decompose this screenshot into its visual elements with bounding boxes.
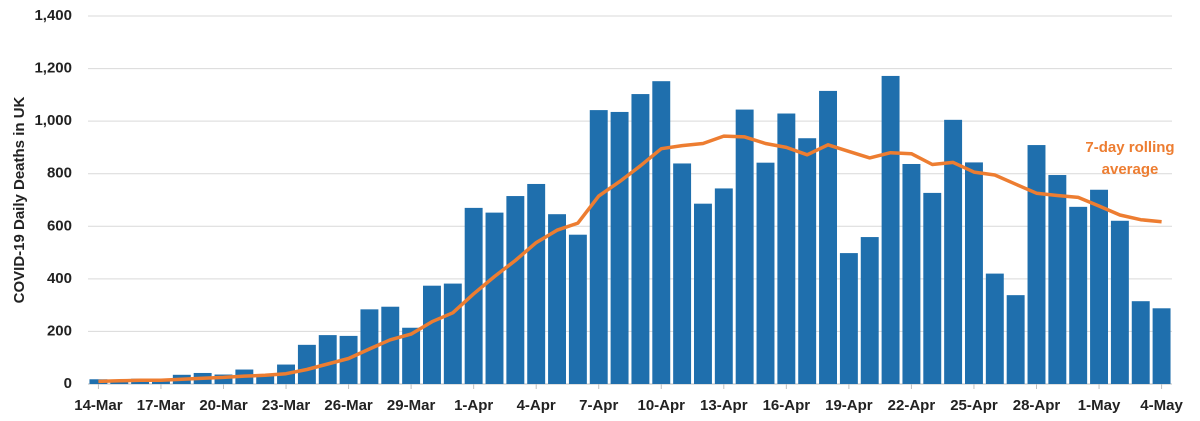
bar — [318, 335, 337, 384]
bar — [964, 162, 983, 384]
bar — [985, 273, 1004, 384]
bar — [860, 237, 879, 384]
bar — [1090, 189, 1109, 384]
bar — [673, 163, 692, 384]
bar — [360, 309, 379, 384]
bar — [693, 203, 712, 384]
x-tick-label: 26-Mar — [324, 397, 373, 414]
x-tick-label: 19-Apr — [825, 397, 873, 414]
bar — [402, 327, 421, 384]
bar — [422, 285, 441, 384]
bar — [1048, 175, 1067, 384]
y-tick-label: 1,400 — [34, 7, 72, 24]
bar — [944, 119, 963, 384]
y-tick-label: 200 — [47, 322, 72, 339]
x-tick-label: 7-Apr — [579, 397, 618, 414]
x-tick-label: 1-May — [1078, 397, 1121, 414]
bar — [1006, 295, 1025, 384]
x-tick-label: 10-Apr — [638, 397, 686, 414]
x-tick-label: 13-Apr — [700, 397, 748, 414]
bar — [819, 90, 838, 385]
bar — [735, 109, 754, 384]
y-tick-label: 1,200 — [34, 60, 72, 77]
bar — [839, 253, 858, 384]
annotation: 7-day rolling — [1085, 139, 1174, 156]
bar — [798, 138, 817, 384]
bar — [589, 110, 608, 385]
x-tick-label: 16-Apr — [763, 397, 811, 414]
bar — [881, 75, 900, 384]
bar — [297, 344, 316, 384]
bar — [443, 283, 462, 384]
x-tick-label: 28-Apr — [1013, 397, 1061, 414]
bar — [1027, 145, 1046, 384]
bar — [1069, 206, 1088, 384]
bar — [485, 212, 504, 384]
y-axis-label: COVID-19 Daily Deaths in UK — [11, 96, 28, 303]
y-tick-label: 0 — [64, 375, 72, 392]
x-tick-label: 20-Mar — [199, 397, 248, 414]
y-tick-label: 800 — [47, 165, 72, 182]
bar — [1152, 308, 1171, 384]
annotation: average — [1102, 161, 1159, 178]
bar — [1110, 220, 1129, 384]
x-tick-label: 25-Apr — [950, 397, 998, 414]
x-tick-label: 4-May — [1140, 397, 1183, 414]
rolling-average-line — [98, 134, 1162, 384]
x-tick-label: 14-Mar — [74, 397, 123, 414]
bar — [527, 183, 546, 384]
bar — [548, 214, 567, 384]
bar — [381, 306, 400, 384]
x-tick-label: 29-Mar — [387, 397, 436, 414]
x-tick-label: 23-Mar — [262, 397, 311, 414]
bar — [902, 163, 921, 384]
bar — [923, 192, 942, 384]
bar — [610, 111, 629, 384]
x-tick-label: 4-Apr — [517, 397, 556, 414]
bar — [714, 188, 733, 384]
x-tick-label: 22-Apr — [888, 397, 936, 414]
bar — [151, 380, 170, 384]
y-tick-label: 400 — [47, 270, 72, 287]
y-tick-label: 600 — [47, 217, 72, 234]
bar — [756, 162, 775, 384]
bar — [777, 113, 796, 385]
bar — [256, 374, 275, 384]
x-tick-label: 17-Mar — [137, 397, 186, 414]
bar — [1131, 301, 1150, 384]
x-tick-label: 1-Apr — [454, 397, 493, 414]
bar — [631, 94, 650, 384]
bar — [652, 81, 671, 384]
bar — [506, 196, 525, 384]
bar — [568, 234, 587, 384]
bar — [214, 374, 233, 384]
y-tick-label: 1,000 — [34, 112, 72, 129]
